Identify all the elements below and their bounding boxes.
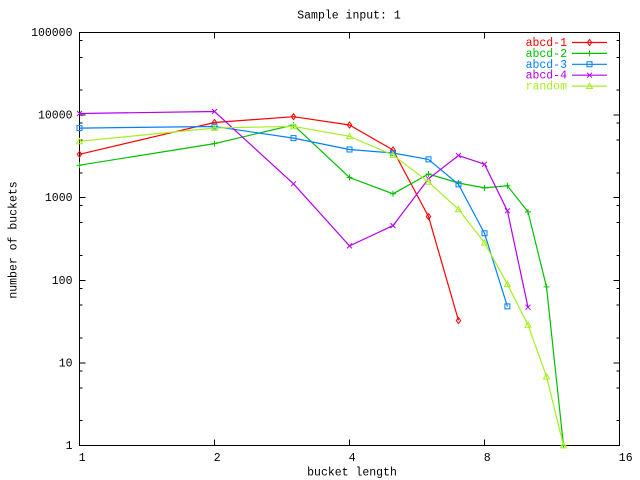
- svg-text:1: 1: [79, 452, 86, 465]
- svg-text:abcd-2: abcd-2: [526, 48, 568, 61]
- svg-text:abcd-1: abcd-1: [526, 37, 568, 50]
- svg-text:abcd-3: abcd-3: [526, 59, 568, 72]
- svg-text:Sample input: 1: Sample input: 1: [297, 10, 401, 23]
- svg-text:2: 2: [214, 452, 221, 465]
- svg-text:1: 1: [66, 440, 73, 453]
- svg-text:abcd-4: abcd-4: [526, 70, 568, 83]
- svg-text:random: random: [526, 81, 568, 94]
- svg-text:100: 100: [52, 275, 73, 288]
- svg-text:8: 8: [484, 452, 491, 465]
- svg-text:bucket length: bucket length: [307, 467, 397, 480]
- svg-text:10: 10: [59, 357, 73, 370]
- svg-text:1000: 1000: [45, 192, 73, 205]
- svg-text:4: 4: [349, 452, 356, 465]
- svg-text:number of buckets: number of buckets: [8, 181, 21, 298]
- svg-text:10000: 10000: [38, 110, 73, 123]
- svg-text:100000: 100000: [31, 27, 73, 40]
- svg-text:16: 16: [619, 452, 633, 465]
